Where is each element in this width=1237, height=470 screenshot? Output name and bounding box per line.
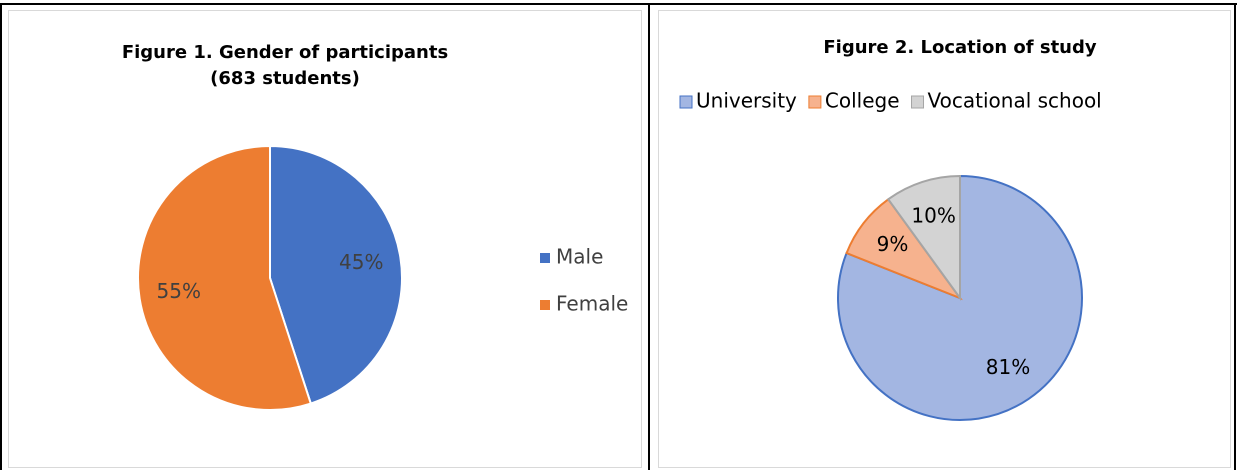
- data-label: 45%: [339, 250, 383, 274]
- pie-slice: [269, 144, 403, 405]
- legend-swatch: [911, 95, 925, 109]
- legend-label: Vocational school: [928, 89, 1102, 113]
- legend-label: Female: [556, 292, 628, 316]
- legend-swatch: [540, 300, 550, 310]
- legend-label: University: [696, 89, 797, 113]
- data-label: 55%: [157, 279, 201, 303]
- legend-label: College: [825, 89, 900, 113]
- legend-label: Male: [556, 245, 603, 269]
- data-label: 10%: [911, 203, 955, 227]
- chart-border: [658, 10, 1231, 468]
- legend-swatch: [808, 95, 822, 109]
- data-label: 9%: [877, 232, 909, 256]
- legend-swatch: [679, 95, 693, 109]
- chart-title: Figure 2. Location of study: [823, 37, 1097, 58]
- chart-border: [8, 10, 642, 468]
- legend-swatch: [540, 253, 550, 263]
- pie-slice: [137, 144, 313, 411]
- data-label: 81%: [986, 355, 1030, 379]
- pie-slice: [886, 174, 961, 302]
- chart-title: Figure 1. Gender of participants (683 st…: [121, 42, 449, 89]
